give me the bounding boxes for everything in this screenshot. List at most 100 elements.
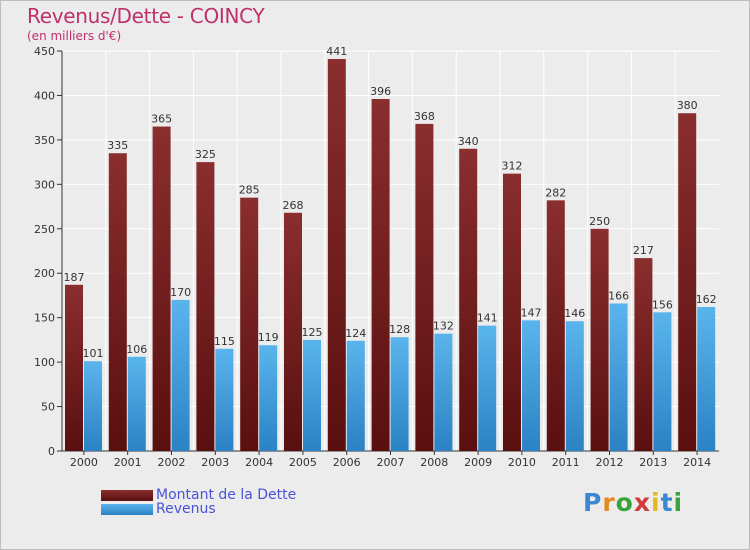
data-label-revenue-2010: 147 — [521, 306, 542, 319]
data-label-debt-2009: 340 — [458, 135, 479, 148]
bar-revenue-2008 — [434, 333, 453, 451]
data-label-revenue-2008: 132 — [433, 320, 454, 333]
bar-debt-2014 — [678, 113, 697, 451]
bar-debt-2004 — [240, 197, 259, 451]
y-tick-label: 0 — [48, 445, 55, 458]
bar-revenue-2006 — [346, 340, 365, 451]
bar-revenue-2013 — [653, 312, 672, 451]
logo-letter: i — [651, 488, 661, 517]
bar-debt-2010 — [503, 173, 521, 451]
data-label-revenue-2003: 115 — [214, 335, 235, 348]
y-tick-label: 150 — [34, 312, 55, 325]
bar-revenue-2005 — [303, 339, 321, 451]
data-label-revenue-2011: 146 — [564, 307, 585, 320]
x-tick-label-2004: 2004 — [245, 456, 273, 469]
x-tick-label-2014: 2014 — [683, 456, 711, 469]
x-tick-label-2005: 2005 — [289, 456, 317, 469]
bar-debt-2012 — [590, 228, 609, 451]
y-tick-label: 400 — [34, 89, 55, 102]
y-tick-label: 350 — [34, 134, 55, 147]
data-label-revenue-2001: 106 — [126, 343, 147, 356]
data-label-debt-2001: 335 — [107, 139, 128, 152]
bar-debt-2005 — [284, 212, 302, 451]
legend-swatch-revenue — [101, 503, 153, 515]
legend-swatch-debt — [101, 489, 153, 501]
data-label-debt-2012: 250 — [589, 215, 610, 228]
data-label-debt-2000: 187 — [64, 271, 85, 284]
bar-revenue-2011 — [565, 321, 584, 451]
bar-revenue-2007 — [390, 337, 409, 451]
x-tick-label-2001: 2001 — [114, 456, 142, 469]
x-tick-label-2013: 2013 — [639, 456, 667, 469]
x-tick-label-2008: 2008 — [420, 456, 448, 469]
legend-item-debt: Montant de la Dette — [101, 488, 296, 502]
legend-label-revenue: Revenus — [156, 501, 216, 517]
y-tick-label: 100 — [34, 356, 55, 369]
x-tick-label-2000: 2000 — [70, 456, 98, 469]
data-label-revenue-2014: 162 — [696, 293, 717, 306]
y-tick-label: 300 — [34, 178, 55, 191]
data-label-debt-2004: 285 — [239, 184, 260, 197]
data-label-debt-2005: 268 — [283, 199, 304, 212]
logo-letter: r — [602, 488, 616, 517]
x-tick-label-2007: 2007 — [377, 456, 405, 469]
x-tick-label-2011: 2011 — [552, 456, 580, 469]
x-tick-label-2010: 2010 — [508, 456, 536, 469]
bar-debt-2008 — [415, 123, 434, 451]
bar-revenue-2002 — [171, 299, 190, 451]
bar-debt-2007 — [371, 99, 390, 451]
data-label-revenue-2009: 141 — [477, 312, 498, 325]
axes: 0 50 100 150 200 250 300 350 400 450 2000 2001 2002 2… — [34, 45, 719, 469]
bar-revenue-2000 — [84, 361, 102, 451]
data-label-debt-2013: 217 — [633, 244, 654, 257]
bar-debt-2011 — [546, 200, 565, 451]
bar-debt-2000 — [65, 284, 83, 451]
x-tick-label-2009: 2009 — [464, 456, 492, 469]
bars — [65, 59, 716, 452]
grid-lines — [62, 50, 719, 451]
bar-debt-2009 — [459, 148, 478, 451]
bar-debt-2003 — [196, 162, 215, 451]
x-tick-label-2002: 2002 — [158, 456, 186, 469]
bar-revenue-2014 — [697, 307, 716, 451]
bar-revenue-2012 — [609, 303, 628, 451]
data-label-debt-2014: 380 — [677, 99, 698, 112]
x-tick-label-2012: 2012 — [596, 456, 624, 469]
bar-debt-2002 — [152, 126, 171, 452]
legend-item-revenue: Revenus — [101, 502, 216, 516]
data-label-debt-2003: 325 — [195, 148, 216, 161]
bar-debt-2006 — [327, 59, 346, 451]
bar-revenue-2001 — [127, 356, 146, 451]
data-label-revenue-2002: 170 — [170, 286, 191, 299]
chart-subtitle: (en milliers d'€) — [27, 29, 122, 43]
bar-revenue-2009 — [478, 325, 497, 451]
bar-revenue-2010 — [522, 320, 540, 451]
proxiti-logo: Proxiti — [583, 488, 683, 517]
logo-letter: x — [633, 488, 651, 517]
data-labels: 187 101 335 106 365 170 325 115 285 119 268 125 441 1… — [64, 45, 717, 360]
logo-letter: P — [583, 488, 603, 517]
data-label-debt-2006: 441 — [326, 45, 347, 58]
data-label-debt-2007: 396 — [370, 85, 391, 98]
data-label-debt-2011: 282 — [545, 186, 566, 199]
x-tick-label-2003: 2003 — [201, 456, 229, 469]
chart-title: Revenus/Dette - COINCY — [27, 4, 265, 28]
data-label-revenue-2007: 128 — [389, 323, 410, 336]
y-tick-label: 50 — [41, 401, 55, 414]
bar-debt-2001 — [108, 153, 127, 451]
data-label-revenue-2013: 156 — [652, 298, 673, 311]
bar-revenue-2003 — [215, 348, 234, 451]
y-tick-label: 250 — [34, 223, 55, 236]
data-label-revenue-2000: 101 — [83, 347, 104, 360]
data-label-revenue-2006: 124 — [345, 327, 366, 340]
bar-revenue-2004 — [259, 345, 278, 451]
y-tick-label: 450 — [34, 45, 55, 58]
data-label-debt-2002: 365 — [151, 113, 172, 126]
data-label-revenue-2004: 119 — [258, 331, 279, 344]
logo-letter: i — [673, 488, 684, 517]
y-tick-label: 200 — [34, 267, 55, 280]
data-label-debt-2010: 312 — [502, 160, 523, 173]
data-label-revenue-2012: 166 — [608, 289, 629, 302]
data-label-debt-2008: 368 — [414, 110, 435, 123]
